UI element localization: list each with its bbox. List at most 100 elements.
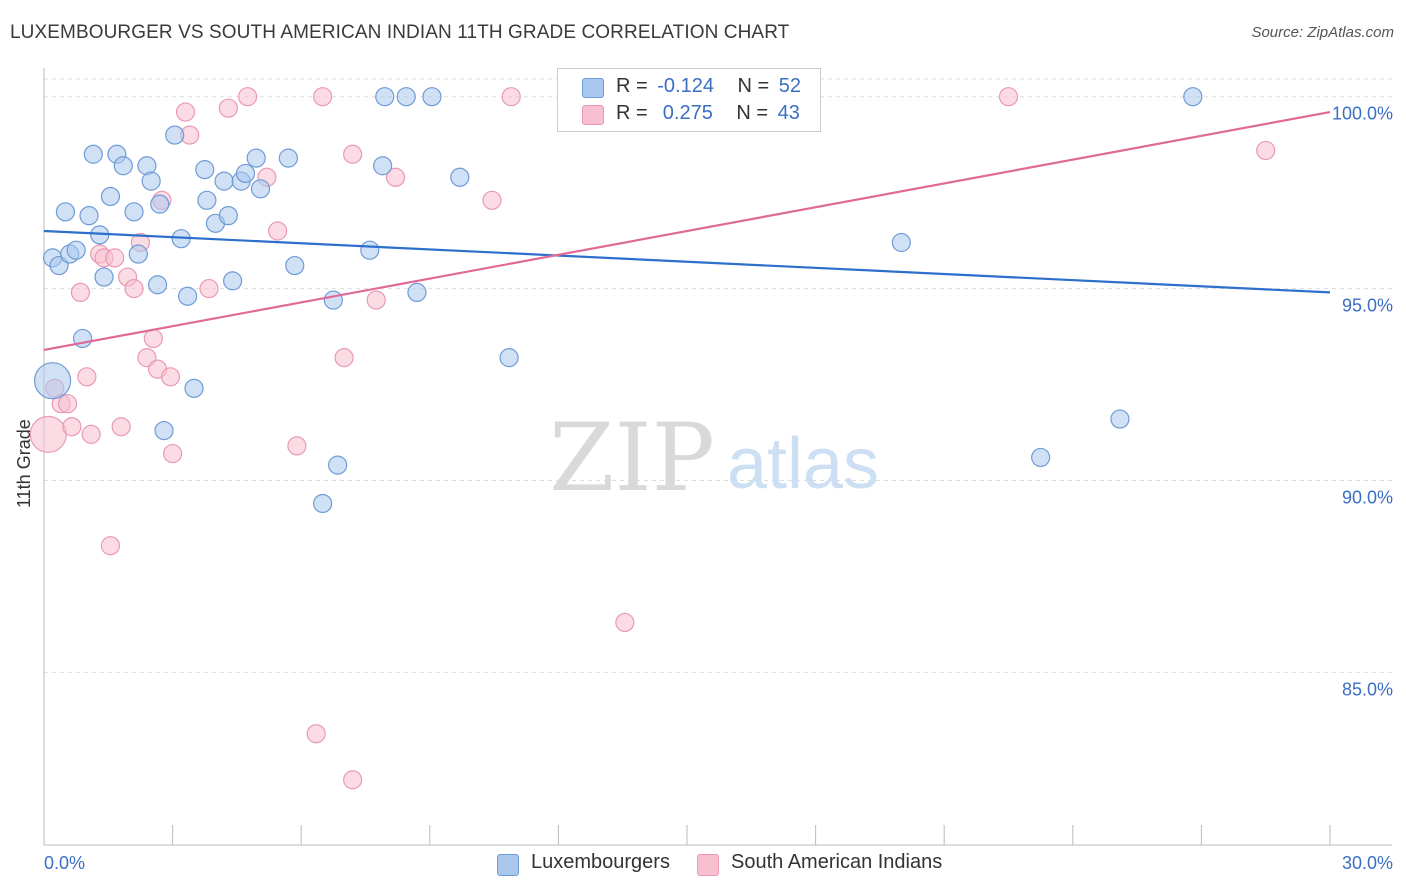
luxembourgers-points	[33, 87, 1203, 514]
luxembourgers-point	[214, 171, 234, 191]
series-legend-swatch-pink	[697, 854, 719, 876]
watermark-atlas: atlas	[727, 424, 879, 504]
series-legend-label: Luxembourgers	[531, 851, 670, 873]
south-american-indians-point	[343, 144, 363, 164]
south-american-indians-point	[385, 167, 406, 187]
luxembourgers-point	[33, 362, 72, 400]
luxembourgers-point	[1183, 87, 1203, 107]
x-tick-label-max: 30.0%	[1342, 853, 1393, 873]
y-tick-label: 95.0%	[1342, 296, 1393, 316]
y-tick-label: 100.0%	[1332, 104, 1393, 124]
legend-r-label: R =	[616, 75, 648, 97]
luxembourgers-point	[313, 493, 333, 514]
luxembourgers-point	[360, 240, 380, 260]
south-american-indians-point	[238, 87, 258, 107]
luxembourgers-point	[450, 167, 470, 187]
luxembourgers-point	[195, 160, 215, 180]
luxembourgers-point	[250, 179, 271, 199]
luxembourgers-point	[66, 240, 86, 260]
south-american-indians-point	[77, 367, 97, 387]
luxembourgers-point	[79, 206, 99, 226]
luxembourgers-point	[278, 148, 298, 168]
legend-n-label: N =	[737, 75, 770, 97]
luxembourgers-point	[150, 194, 170, 214]
south-american-indians-point	[1256, 140, 1276, 161]
x-ticks	[43, 825, 1331, 845]
luxembourgers-point	[184, 378, 204, 398]
south-american-indians-point	[615, 612, 635, 633]
luxembourgers-trend-line	[43, 229, 1331, 294]
south-american-indians-point	[175, 102, 196, 122]
south-american-indians-point	[366, 290, 386, 310]
south-american-indians-point	[81, 424, 101, 444]
legend-r-label: R =	[616, 102, 648, 124]
south-american-indians-point	[57, 394, 78, 414]
luxembourgers-point	[100, 186, 121, 207]
y-tick-label: 85.0%	[1342, 679, 1393, 699]
south-american-indians-point	[143, 328, 163, 349]
luxembourgers-point	[246, 148, 266, 168]
south-american-indians-point	[199, 278, 219, 299]
legend-n-value: 52	[778, 75, 802, 97]
legend-r-value: -0.124	[657, 75, 714, 97]
luxembourgers-point	[1110, 409, 1130, 429]
legend-swatch-pink	[582, 105, 604, 125]
luxembourgers-point	[328, 455, 348, 475]
south-american-indians-point	[218, 98, 238, 118]
luxembourgers-point	[1031, 447, 1051, 468]
axes	[43, 68, 1392, 846]
y-tick-labels: 85.0% 90.0% 95.0% 100.0%	[1332, 104, 1393, 700]
south-american-indians-point	[100, 536, 121, 556]
luxembourgers-point	[373, 156, 393, 176]
luxembourgers-point	[113, 156, 133, 176]
legend-n-label: N =	[736, 102, 769, 124]
luxembourgers-point	[323, 290, 343, 310]
luxembourgers-point	[223, 271, 243, 291]
south-american-indians-point	[334, 348, 354, 368]
luxembourgers-point	[891, 232, 911, 253]
luxembourgers-point	[165, 125, 185, 145]
luxembourgers-point	[55, 202, 76, 222]
luxembourgers-point	[499, 348, 519, 368]
x-tick-labels: 0.0% 30.0%	[44, 853, 1393, 873]
south-american-indians-points	[29, 87, 1276, 790]
south-american-indians-point	[313, 87, 333, 107]
legend-n-value: 43	[777, 102, 800, 124]
south-american-indians-point	[29, 415, 67, 453]
luxembourgers-point	[218, 206, 238, 226]
south-american-indians-point	[287, 436, 307, 456]
south-american-indians-point	[268, 221, 288, 241]
luxembourgers-point	[197, 190, 217, 210]
south-american-indians-point	[163, 443, 183, 464]
luxembourgers-point	[83, 144, 103, 164]
series-legend-label: South American Indians	[731, 851, 943, 873]
south-american-indians-point	[62, 417, 82, 437]
luxembourgers-point	[94, 267, 114, 287]
south-american-indians-point	[105, 248, 125, 268]
luxembourgers-point	[422, 87, 442, 107]
south-american-indians-trend-line	[43, 110, 1331, 352]
south-american-indians-point	[482, 190, 502, 210]
luxembourgers-point	[285, 255, 305, 276]
series-legend-swatch-blue	[497, 854, 519, 876]
luxembourgers-point	[128, 244, 148, 264]
south-american-indians-point	[111, 417, 131, 437]
luxembourgers-point	[154, 420, 174, 441]
south-american-indians-point	[306, 724, 326, 744]
x-tick-label-min: 0.0%	[44, 853, 85, 873]
y-axis-label: 11th Grade	[14, 419, 34, 508]
south-american-indians-point	[998, 87, 1019, 107]
south-american-indians-point	[70, 282, 91, 303]
south-american-indians-point	[160, 367, 181, 387]
luxembourgers-point	[396, 87, 416, 107]
south-american-indians-point	[124, 278, 144, 299]
south-american-indians-point	[343, 770, 363, 790]
luxembourgers-point	[407, 282, 427, 303]
luxembourgers-point	[124, 202, 144, 222]
legend-r-value: 0.275	[657, 102, 713, 124]
luxembourgers-point	[147, 275, 168, 295]
south-american-indians-point	[501, 87, 521, 107]
luxembourgers-point	[375, 87, 395, 107]
luxembourgers-point	[178, 286, 198, 306]
